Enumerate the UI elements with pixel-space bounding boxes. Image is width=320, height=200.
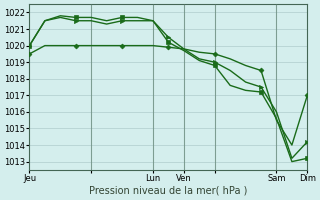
X-axis label: Pression niveau de la mer( hPa ): Pression niveau de la mer( hPa ) [89,186,248,196]
